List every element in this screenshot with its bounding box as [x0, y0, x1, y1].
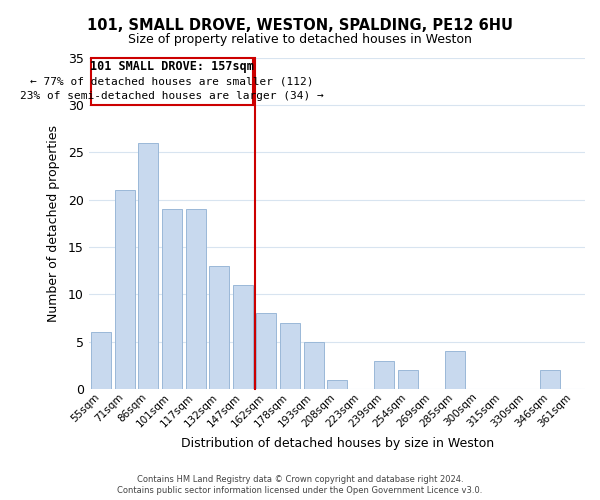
Bar	[280, 322, 300, 389]
Y-axis label: Number of detached properties: Number of detached properties	[47, 125, 59, 322]
Bar	[256, 314, 277, 389]
X-axis label: Distribution of detached houses by size in Weston: Distribution of detached houses by size …	[181, 437, 494, 450]
Text: 101 SMALL DROVE: 157sqm: 101 SMALL DROVE: 157sqm	[90, 60, 254, 72]
Text: Contains public sector information licensed under the Open Government Licence v3: Contains public sector information licen…	[118, 486, 482, 495]
Text: Contains HM Land Registry data © Crown copyright and database right 2024.: Contains HM Land Registry data © Crown c…	[137, 475, 463, 484]
Bar	[115, 190, 135, 389]
Bar	[162, 209, 182, 389]
FancyBboxPatch shape	[91, 58, 253, 105]
Bar	[398, 370, 418, 389]
Bar	[445, 351, 465, 389]
Bar	[185, 209, 206, 389]
Bar	[539, 370, 560, 389]
Bar	[304, 342, 323, 389]
Text: Size of property relative to detached houses in Weston: Size of property relative to detached ho…	[128, 32, 472, 46]
Bar	[327, 380, 347, 389]
Text: 23% of semi-detached houses are larger (34) →: 23% of semi-detached houses are larger (…	[20, 92, 324, 102]
Bar	[139, 143, 158, 389]
Bar	[374, 360, 394, 389]
Text: 101, SMALL DROVE, WESTON, SPALDING, PE12 6HU: 101, SMALL DROVE, WESTON, SPALDING, PE12…	[87, 18, 513, 32]
Bar	[91, 332, 111, 389]
Bar	[209, 266, 229, 389]
Text: ← 77% of detached houses are smaller (112): ← 77% of detached houses are smaller (11…	[30, 76, 314, 86]
Bar	[233, 285, 253, 389]
